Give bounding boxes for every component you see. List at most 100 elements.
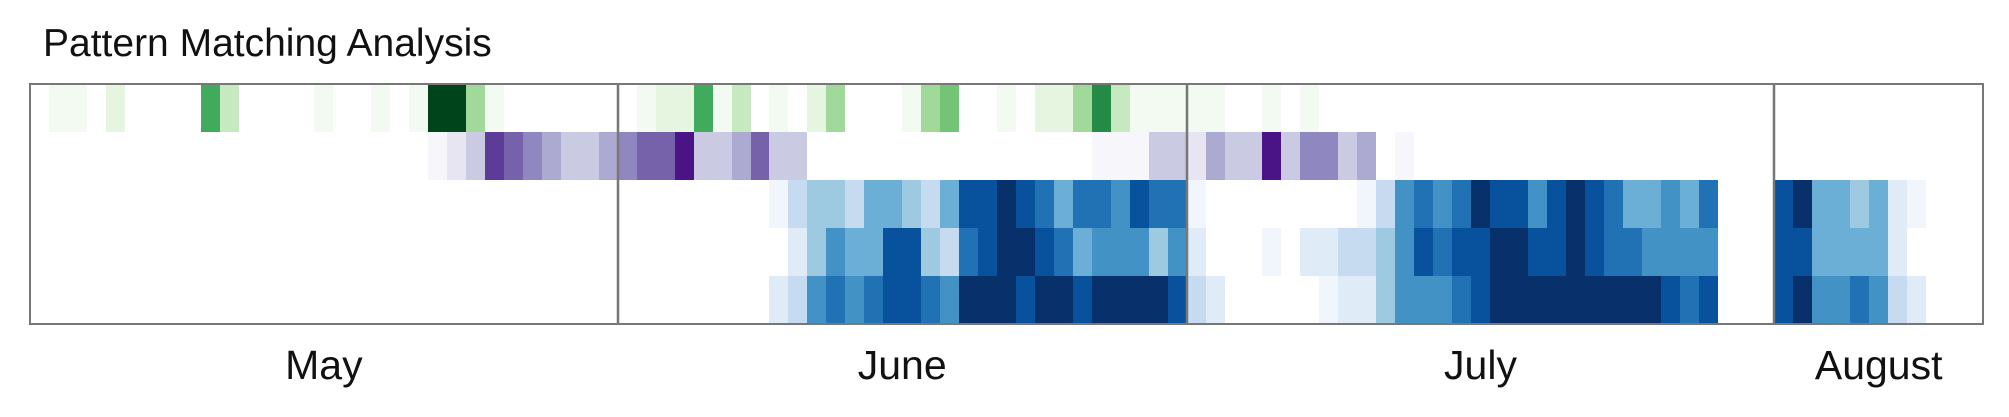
heatmap-cell-row3-june-26 — [1092, 180, 1111, 228]
heatmap-cell-row5-july-14 — [1433, 276, 1452, 324]
heatmap-cell-row2-may-31 — [599, 132, 618, 180]
heatmap-cell-row2-july-10 — [1357, 132, 1376, 180]
heatmap-cell-row4-july-17 — [1490, 228, 1509, 276]
heatmap-cell-row3-june-12 — [826, 180, 845, 228]
heatmap-cell-row1-may-23 — [447, 84, 466, 132]
heatmap-cell-row3-june-21 — [997, 180, 1016, 228]
heatmap-cell-row4-july-23 — [1604, 228, 1623, 276]
heatmap-cell-row4-august-6 — [1869, 228, 1888, 276]
heatmap-cell-row1-may-2 — [49, 84, 68, 132]
heatmap-cell-row5-july-2 — [1206, 276, 1225, 324]
heatmap-cell-row5-june-12 — [826, 276, 845, 324]
heatmap-cell-row4-july-28 — [1699, 228, 1718, 276]
month-label-july: July — [1444, 342, 1517, 388]
heatmap-cell-row2-may-28 — [542, 132, 561, 180]
heatmap-cell-row4-june-10 — [788, 228, 807, 276]
heatmap-cell-row4-july-16 — [1471, 228, 1490, 276]
heatmap-cell-row4-july-27 — [1680, 228, 1699, 276]
heatmap-cell-row3-july-27 — [1680, 180, 1699, 228]
heatmap-cell-row2-june-28 — [1130, 132, 1149, 180]
heatmap-cell-row4-july-7 — [1300, 228, 1319, 276]
heatmap-cell-row5-july-18 — [1509, 276, 1528, 324]
heatmap-cell-row1-june-12 — [826, 84, 845, 132]
heatmap-cell-row5-july-13 — [1414, 276, 1433, 324]
heatmap-cell-row3-july-28 — [1699, 180, 1718, 228]
heatmap-cell-row2-june-8 — [751, 132, 769, 180]
heatmap-cell-row3-june-18 — [940, 180, 959, 228]
month-label-august: August — [1815, 342, 1943, 388]
heatmap-cell-row4-july-12 — [1395, 228, 1414, 276]
heatmap-cell-row1-june-18 — [940, 84, 959, 132]
heatmap-cell-row3-june-28 — [1130, 180, 1149, 228]
heatmap-cell-row1-june-16 — [902, 84, 921, 132]
heatmap-cell-row3-june-11 — [807, 180, 826, 228]
heatmap-cell-row4-august-3 — [1812, 228, 1831, 276]
heatmap-cell-row3-june-30 — [1168, 180, 1187, 228]
heatmap-cell-row2-july-3 — [1225, 132, 1244, 180]
heatmap-cell-row2-july-6 — [1281, 132, 1300, 180]
heatmap-cell-row4-july-21 — [1566, 228, 1585, 276]
heatmap-cell-row5-june-29 — [1149, 276, 1168, 324]
heatmap-cell-row2-june-2 — [637, 132, 656, 180]
heatmap-cell-row2-june-10 — [788, 132, 807, 180]
heatmap-cell-row3-july-24 — [1623, 180, 1642, 228]
heatmap-cell-row1-may-16 — [314, 84, 333, 132]
heatmap-cell-row1-june-26 — [1092, 84, 1111, 132]
heatmap-cell-row5-july-19 — [1528, 276, 1547, 324]
heatmap-cell-row1-june-23 — [1035, 84, 1054, 132]
heatmap-cell-row3-june-9 — [769, 180, 788, 228]
heatmap-cell-row1-june-7 — [732, 84, 751, 132]
heatmap-cell-row3-july-18 — [1509, 180, 1528, 228]
heatmap-cell-row4-june-13 — [845, 228, 864, 276]
heatmap-cell-row5-july-27 — [1680, 276, 1699, 324]
heatmap-cells — [49, 84, 1926, 324]
heatmap-cell-row3-june-14 — [864, 180, 883, 228]
heatmap-cell-row5-august-2 — [1793, 276, 1812, 324]
heatmap-cell-row1-may-5 — [106, 84, 125, 132]
heatmap-cell-row3-august-3 — [1812, 180, 1831, 228]
heatmap-cell-row4-august-4 — [1831, 228, 1850, 276]
heatmap-cell-row1-may-11 — [220, 84, 239, 132]
heatmap-cell-row3-june-24 — [1054, 180, 1073, 228]
heatmap-cell-row3-july-11 — [1376, 180, 1395, 228]
heatmap-cell-row1-july-7 — [1300, 84, 1319, 132]
heatmap-cell-row5-july-12 — [1395, 276, 1414, 324]
heatmap-cell-row2-june-29 — [1149, 132, 1168, 180]
heatmap-cell-row1-may-21 — [409, 84, 428, 132]
heatmap-cell-row2-june-27 — [1111, 132, 1130, 180]
heatmap-cell-row3-june-27 — [1111, 180, 1130, 228]
heatmap-cell-row1-june-3 — [656, 84, 675, 132]
heatmap-cell-row1-june-21 — [997, 84, 1016, 132]
heatmap-cell-row3-june-25 — [1073, 180, 1092, 228]
heatmap-cell-row2-may-26 — [504, 132, 523, 180]
heatmap-cell-row3-june-19 — [959, 180, 978, 228]
heatmap-cell-row5-june-20 — [978, 276, 997, 324]
heatmap-cell-row2-may-23 — [447, 132, 466, 180]
heatmap-cell-row5-june-16 — [902, 276, 921, 324]
heatmap-cell-row2-june-7 — [732, 132, 751, 180]
heatmap-cell-row1-may-22 — [428, 84, 447, 132]
heatmap-cell-row3-july-19 — [1528, 180, 1547, 228]
heatmap-cell-row4-june-19 — [959, 228, 978, 276]
heatmap-cell-row2-july-2 — [1206, 132, 1225, 180]
heatmap-cell-row4-june-30 — [1168, 228, 1187, 276]
heatmap-cell-row4-july-20 — [1547, 228, 1566, 276]
heatmap-cell-row5-june-10 — [788, 276, 807, 324]
heatmap-cell-row1-july-5 — [1262, 84, 1281, 132]
heatmap-cell-row2-july-5 — [1262, 132, 1281, 180]
heatmap-cell-row2-july-9 — [1338, 132, 1357, 180]
heatmap-cell-row2-june-3 — [656, 132, 675, 180]
heatmap-cell-row5-august-4 — [1831, 276, 1850, 324]
heatmap-cell-row1-july-2 — [1206, 84, 1225, 132]
heatmap-cell-row5-june-19 — [959, 276, 978, 324]
heatmap-cell-row4-july-26 — [1661, 228, 1680, 276]
heatmap-cell-row5-june-21 — [997, 276, 1016, 324]
heatmap-cell-row5-july-16 — [1471, 276, 1490, 324]
plot-frame — [29, 83, 1984, 325]
heatmap-cell-row4-june-26 — [1092, 228, 1111, 276]
heatmap-cell-row5-july-22 — [1585, 276, 1604, 324]
heatmap-cell-row3-july-13 — [1414, 180, 1433, 228]
heatmap-cell-row1-june-28 — [1130, 84, 1149, 132]
heatmap-cell-row1-june-17 — [921, 84, 940, 132]
